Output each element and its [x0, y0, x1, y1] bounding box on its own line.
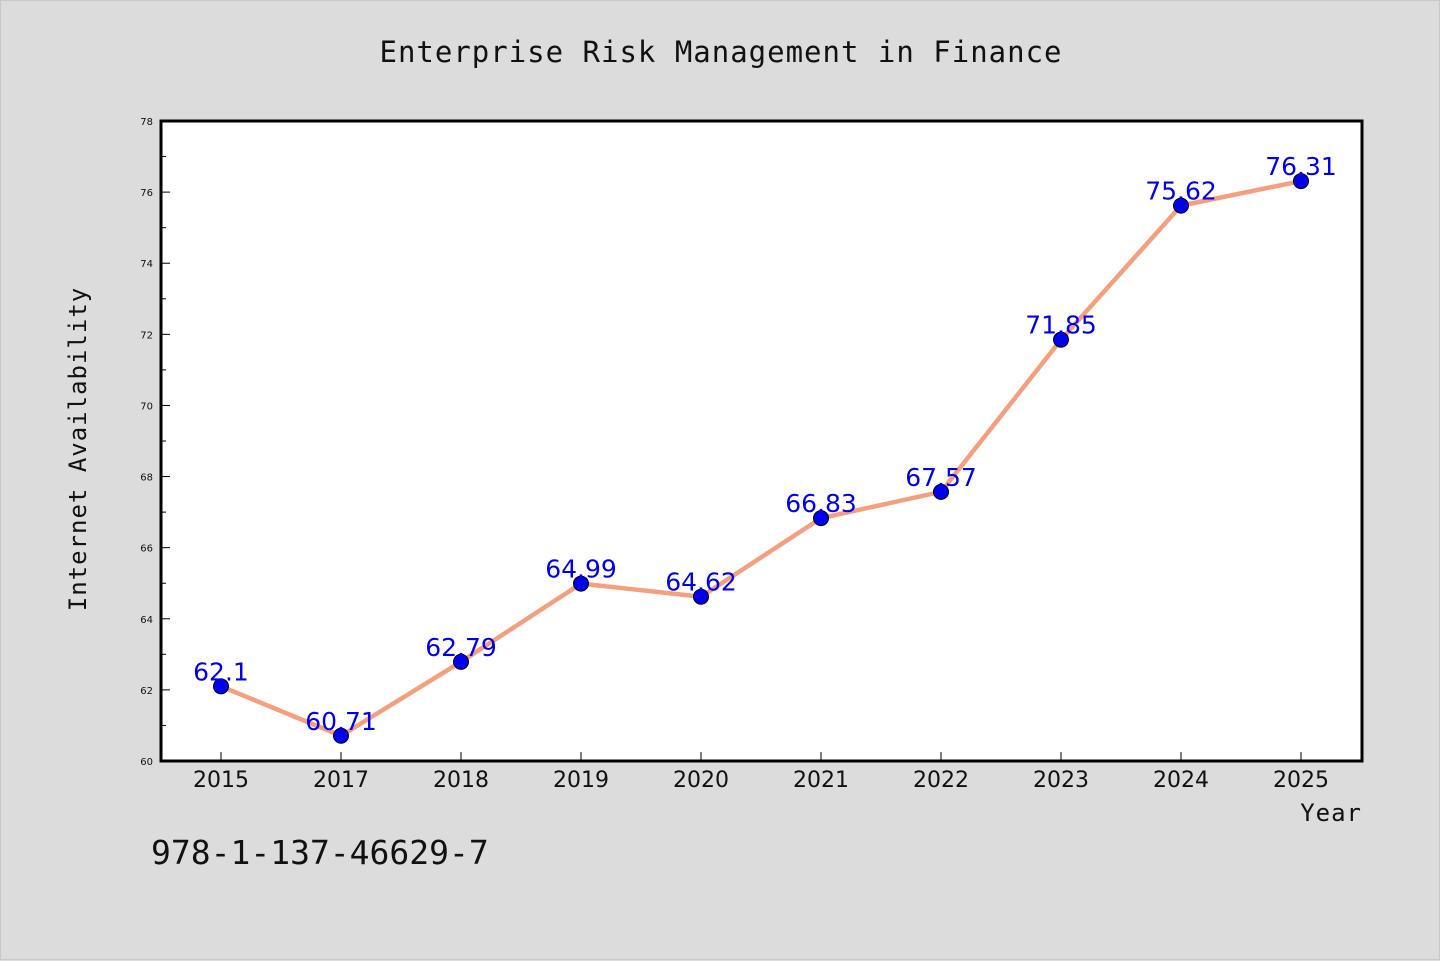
y-tick-label: 62 — [140, 686, 153, 697]
x-tick-label: 2021 — [793, 768, 849, 793]
y-tick-label: 74 — [140, 259, 153, 270]
x-axis-label: Year — [1300, 799, 1362, 827]
data-label: 71.85 — [1025, 311, 1097, 340]
y-tick-label: 66 — [140, 544, 153, 555]
data-label: 60.71 — [305, 707, 377, 736]
y-tick-label: 68 — [140, 473, 153, 484]
y-tick-label: 78 — [140, 117, 153, 128]
data-label: 62.1 — [193, 657, 249, 686]
data-label: 76.31 — [1265, 152, 1337, 181]
y-tick-label: 60 — [140, 757, 153, 768]
plot-area — [159, 119, 1364, 763]
x-tick-label: 2022 — [913, 768, 969, 793]
data-label: 75.62 — [1145, 177, 1217, 206]
x-tick-label: 2019 — [553, 768, 609, 793]
data-label: 62.79 — [425, 633, 497, 662]
data-point — [1173, 197, 1189, 214]
x-tick-label: 2015 — [193, 768, 249, 793]
chart-title: Enterprise Risk Management in Finance — [379, 35, 1063, 69]
y-tick-label: 72 — [140, 330, 153, 341]
data-point — [573, 575, 589, 592]
data-label: 64.62 — [665, 568, 737, 597]
x-tick-label: 2017 — [313, 768, 369, 793]
y-axis-label: Internet Availability — [64, 287, 92, 611]
y-tick-label: 64 — [140, 615, 153, 626]
data-point — [933, 483, 949, 500]
x-tick-label: 2018 — [433, 768, 489, 793]
data-point — [1293, 173, 1309, 190]
y-tick-label: 70 — [140, 401, 153, 412]
series-line — [218, 178, 1304, 739]
x-tick-label: 2020 — [673, 768, 729, 793]
data-point — [333, 727, 349, 744]
isbn-text: 978-1-137-46629-7 — [151, 833, 489, 872]
data-point — [813, 510, 829, 527]
x-tick-label: 2023 — [1033, 768, 1089, 793]
y-tick-label: 76 — [140, 188, 153, 199]
data-point — [453, 653, 469, 670]
data-point — [693, 588, 709, 605]
data-label: 67.57 — [905, 463, 977, 492]
x-tick-label: 2025 — [1273, 768, 1329, 793]
data-point — [213, 678, 229, 695]
data-label: 66.83 — [785, 489, 857, 518]
data-label: 64.99 — [545, 555, 617, 584]
x-tick-label: 2024 — [1153, 768, 1209, 793]
data-point — [1053, 331, 1069, 348]
